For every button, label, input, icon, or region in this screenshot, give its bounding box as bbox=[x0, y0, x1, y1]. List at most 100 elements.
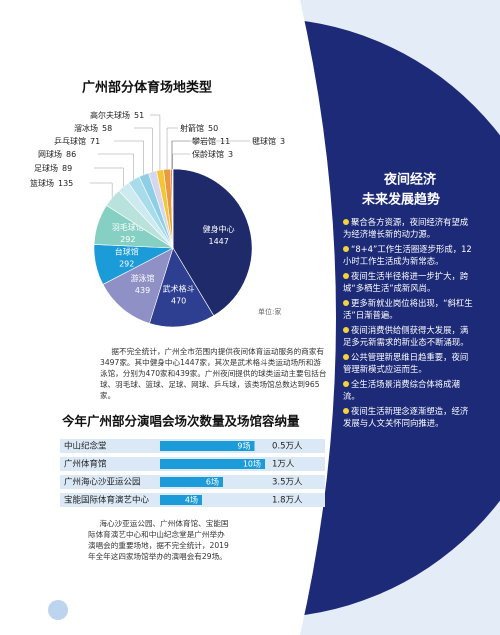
slice-value: 439 bbox=[135, 286, 150, 295]
trend-text: 聚合各方资源，夜间经济有望成为经济增长新的动力源。 bbox=[343, 217, 469, 239]
value-label: 4场 bbox=[185, 496, 198, 505]
slice-label: 足球场 89 bbox=[34, 163, 72, 173]
trend-item: 夜间消费供给侧获得大发展，满足多元新需求的新业态不断涌现。 bbox=[343, 324, 473, 348]
leader-line bbox=[172, 153, 190, 170]
decor-circle bbox=[48, 600, 68, 620]
trend-text: 公共管理新思维日趋重要，夜间管理新模式应运而生。 bbox=[343, 352, 469, 374]
slice-label: 溜冰场 58 bbox=[74, 123, 112, 133]
slice-name: 高尔夫球场 bbox=[90, 110, 130, 120]
bullet bbox=[343, 327, 349, 333]
bullet bbox=[343, 219, 349, 225]
slice-label: 毽球馆 3 bbox=[252, 136, 285, 146]
capacity-label: 3.5万人 bbox=[272, 478, 303, 488]
slice-value: 3 bbox=[280, 137, 285, 146]
slice-value: 135 bbox=[58, 179, 73, 188]
slice-name: 武术格斗 bbox=[163, 284, 195, 294]
slice-value: 50 bbox=[208, 124, 218, 133]
category-label: 宝能国际体育演艺中心 bbox=[64, 495, 150, 506]
note: 海心沙亚运公园、广州体育馆、宝能国际体育演艺中心和中山纪念堂是广州举办演唱会的重… bbox=[88, 519, 229, 561]
bar bbox=[160, 477, 223, 487]
slice-value: 58 bbox=[102, 124, 112, 133]
slice-name: 健身中心 bbox=[203, 224, 235, 234]
category-label: 广州体育馆 bbox=[64, 459, 107, 470]
slice-name: 羽毛球馆 bbox=[112, 222, 144, 232]
bullet bbox=[343, 246, 349, 252]
slice-label: 保龄球馆 3 bbox=[192, 149, 233, 159]
value-label: 6场 bbox=[206, 478, 219, 487]
slice-name: 攀岩馆 bbox=[192, 136, 216, 146]
value-label: 10场 bbox=[243, 460, 261, 469]
leader-line bbox=[94, 167, 124, 187]
slice-value: 71 bbox=[90, 137, 100, 146]
chart-title: 广州部分体育场地类型 bbox=[82, 80, 212, 96]
sidebar-title: 未来发展趋势 bbox=[361, 192, 440, 208]
chart-title: 今年广州部分演唱会场次数量及场馆容纳量 bbox=[61, 414, 300, 429]
slice-label: 高尔夫球场 51 bbox=[90, 110, 144, 120]
leader-line bbox=[90, 182, 113, 198]
leader-line bbox=[134, 127, 153, 172]
bar bbox=[160, 459, 265, 469]
trend-text: 夜间生活半径将进一步扩大，跨城“多栖生活”成新风尚。 bbox=[343, 271, 469, 293]
trend-item: 公共管理新思维日趋重要，夜间管理新模式应运而生。 bbox=[343, 351, 473, 375]
trend-item: 夜间生活新理念逐渐塑造，经济发展与人文关怀同向推进。 bbox=[343, 405, 473, 429]
unit-label: 单位:家 bbox=[258, 307, 281, 316]
bullet bbox=[343, 300, 349, 306]
pie-slice bbox=[172, 168, 253, 317]
slice-label: 网球场 86 bbox=[38, 149, 76, 159]
leader-line bbox=[98, 153, 134, 180]
slice-label: 攀岩馆 11 bbox=[192, 136, 230, 146]
trend-text: 夜间生活新理念逐渐塑造，经济发展与人文关怀同向推进。 bbox=[343, 406, 469, 428]
bullet bbox=[343, 354, 349, 360]
slice-label: 篮球场 135 bbox=[30, 178, 73, 188]
slice-label: 射箭馆 50 bbox=[180, 123, 218, 133]
pie-slice bbox=[102, 247, 174, 324]
slice-name: 毽球馆 bbox=[252, 136, 276, 146]
slice-name: 篮球场 bbox=[30, 178, 54, 188]
trend-item: 夜间生活半径将进一步扩大，跨城“多栖生活”成新风尚。 bbox=[343, 270, 473, 294]
capacity-label: 1万人 bbox=[272, 460, 295, 470]
slice-value: 86 bbox=[66, 150, 76, 159]
trend-item: 聚合各方资源，夜间经济有望成为经济增长新的动力源。 bbox=[343, 216, 473, 240]
note: 据不完全统计，广州全市范围内提供夜间体育运动服务的商家有3497家。其中健身中心… bbox=[100, 347, 327, 400]
slice-label: 乒乓球馆 71 bbox=[54, 136, 100, 146]
bar bbox=[160, 495, 202, 505]
slice-name: 游泳馆 bbox=[131, 273, 155, 283]
slice-name: 射箭馆 bbox=[180, 123, 204, 133]
pie-slice bbox=[149, 247, 215, 328]
bullet bbox=[343, 408, 349, 414]
leader-line bbox=[114, 140, 144, 175]
leader-line bbox=[166, 127, 178, 170]
trend-text: 更多新就业岗位将出现，“斜杠生活”日渐普遍。 bbox=[343, 298, 473, 320]
slice-value: 1447 bbox=[208, 237, 228, 246]
bar bbox=[160, 441, 255, 451]
slice-value: 51 bbox=[134, 111, 144, 120]
trend-text: 夜间消费供给侧获得大发展，满足多元新需求的新业态不断涌现。 bbox=[343, 325, 469, 347]
slice-value: 89 bbox=[62, 164, 72, 173]
bullet bbox=[343, 381, 349, 387]
slice-name: 台球馆 bbox=[115, 247, 139, 257]
leader-line bbox=[172, 140, 250, 170]
leader-line bbox=[150, 114, 161, 171]
slice-name: 网球场 bbox=[38, 149, 62, 159]
value-label: 9场 bbox=[237, 442, 250, 451]
bullet bbox=[343, 273, 349, 279]
slice-name: 足球场 bbox=[34, 163, 58, 173]
trend-text: “8+4”工作生活圈逐步形成，12小时工作生活成为新常态。 bbox=[343, 244, 472, 266]
capacity-label: 1.8万人 bbox=[272, 496, 303, 506]
slice-value: 470 bbox=[171, 297, 186, 306]
trend-text: 全生活场景消费综合体将成潮流。 bbox=[343, 379, 460, 401]
category-label: 中山纪念堂 bbox=[64, 441, 107, 452]
slice-name: 保龄球馆 bbox=[192, 149, 224, 159]
category-label: 广州海心沙亚运公园 bbox=[64, 477, 141, 488]
sidebar-title: 夜间经济 bbox=[383, 172, 437, 188]
trend-item: 更多新就业岗位将出现，“斜杠生活”日渐普遍。 bbox=[343, 297, 473, 321]
slice-name: 溜冰场 bbox=[74, 123, 98, 133]
slice-value: 292 bbox=[119, 260, 134, 269]
slice-value: 292 bbox=[120, 235, 135, 244]
trend-list: 聚合各方资源，夜间经济有望成为经济增长新的动力源。 “8+4”工作生活圈逐步形成，… bbox=[343, 216, 473, 432]
trend-item: 全生活场景消费综合体将成潮流。 bbox=[343, 378, 473, 402]
slice-value: 3 bbox=[228, 150, 233, 159]
capacity-label: 0.5万人 bbox=[272, 442, 303, 452]
